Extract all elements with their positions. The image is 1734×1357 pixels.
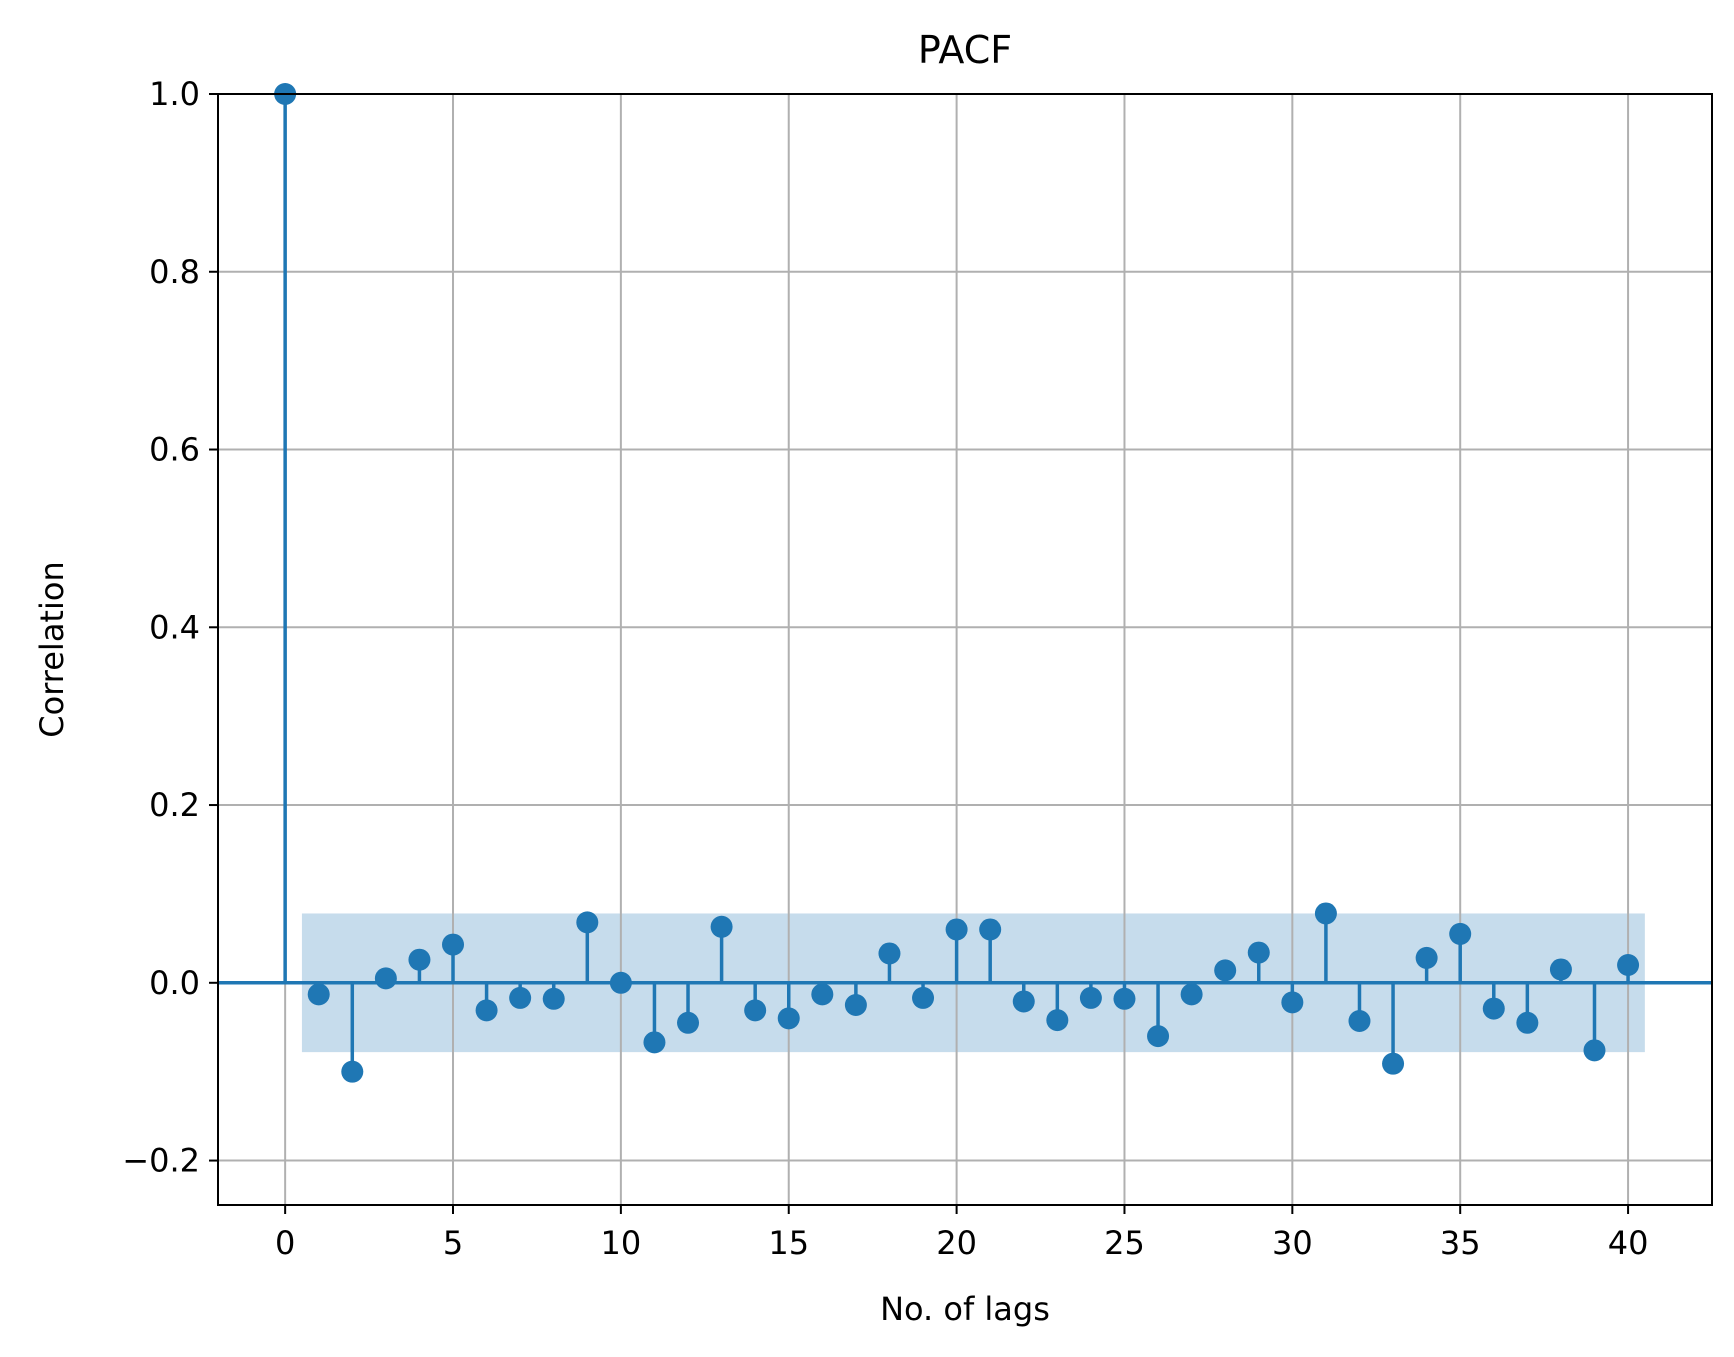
stem-marker [408,948,431,971]
x-tick-label: 10 [601,1224,642,1262]
x-axis-label: No. of lags [880,1290,1050,1328]
stem-marker [1348,1010,1371,1033]
stem-marker [878,942,901,965]
y-tick-label: 0.0 [149,964,200,1002]
stem-marker [1415,946,1438,969]
stem-marker [341,1060,364,1083]
stem-marker [979,918,1002,941]
stem-marker [509,986,532,1009]
stem-marker [374,967,397,990]
x-tick-label: 0 [275,1224,295,1262]
y-tick-label: 0.6 [149,431,200,469]
x-tick-label: 25 [1104,1224,1145,1262]
stem-marker [811,983,834,1006]
stem-marker [1113,987,1136,1010]
stem-marker [1046,1009,1069,1032]
stem-marker [912,986,935,1009]
y-tick-label: 0.8 [149,253,200,291]
stem-marker [475,999,498,1022]
stem-marker [1449,922,1472,945]
stem-marker [677,1011,700,1034]
plot-frame [217,93,1713,1206]
stem-marker [576,911,599,934]
stem-marker [1147,1025,1170,1048]
x-tick-label: 35 [1440,1224,1481,1262]
stem-marker [1012,990,1035,1013]
y-axis-label: Correlation [33,561,71,737]
stem-marker [1549,958,1572,981]
stem-marker [777,1007,800,1030]
x-tick-label: 30 [1272,1224,1313,1262]
stem-marker [1079,986,1102,1009]
stem-marker [1214,959,1237,982]
stem-marker [710,915,733,938]
stem-marker [1180,983,1203,1006]
stem-marker [744,999,767,1022]
x-tick-label: 5 [443,1224,463,1262]
x-tick-label: 40 [1608,1224,1649,1262]
chart-title: PACF [918,28,1012,72]
stem-marker [1617,954,1640,977]
stem-marker [1583,1039,1606,1062]
stem-marker [442,933,465,956]
stem-marker [844,994,867,1017]
stem-marker [609,971,632,994]
stem-marker [945,918,968,941]
tick-layer: 0 5 10 15 20 25 30 35 40 −0.2 0.0 0.2 0.4 0.6 0.8 1.0 [122,75,1648,1262]
stem-marker [542,987,565,1010]
y-tick-label: 1.0 [149,75,200,113]
y-tick-label: 0.2 [149,786,200,824]
x-tick-label: 15 [768,1224,809,1262]
stem-marker [1482,997,1505,1020]
stem-marker [1247,941,1270,964]
stem-marker [307,983,330,1006]
stem-marker [1382,1052,1405,1075]
stem-marker [1516,1011,1539,1034]
stem-marker [643,1031,666,1054]
stem-marker [1314,902,1337,925]
stem-marker [1281,991,1304,1014]
x-tick-label: 20 [936,1224,977,1262]
y-tick-label: −0.2 [122,1142,200,1180]
y-tick-label: 0.4 [149,608,200,646]
